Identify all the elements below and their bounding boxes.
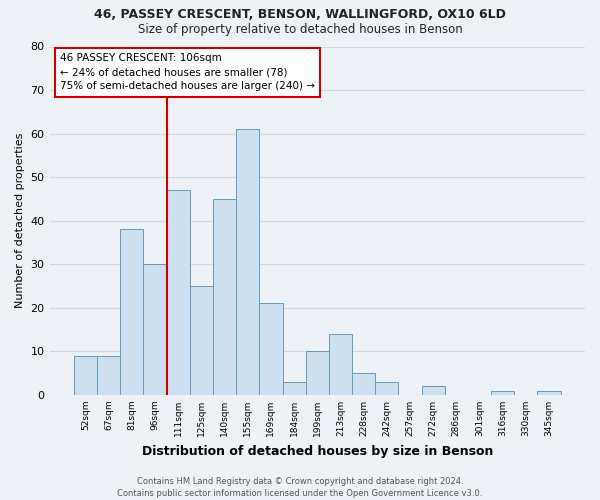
Bar (305, 352, 329, 395)
Bar (329, 334, 352, 395)
Bar (143, 264, 167, 395)
Bar (352, 373, 375, 395)
X-axis label: Distribution of detached houses by size in Benson: Distribution of detached houses by size … (142, 444, 493, 458)
Bar (167, 190, 190, 395)
Bar (422, 386, 445, 395)
Y-axis label: Number of detached properties: Number of detached properties (15, 133, 25, 308)
Bar (74, 356, 97, 395)
Bar (213, 199, 236, 395)
Bar (491, 390, 514, 395)
Bar (190, 286, 213, 395)
Bar (236, 130, 259, 395)
Bar (283, 382, 305, 395)
Text: 46, PASSEY CRESCENT, BENSON, WALLINGFORD, OX10 6LD: 46, PASSEY CRESCENT, BENSON, WALLINGFORD… (94, 8, 506, 20)
Bar (259, 304, 283, 395)
Bar (120, 230, 143, 395)
Bar (97, 356, 120, 395)
Text: Size of property relative to detached houses in Benson: Size of property relative to detached ho… (137, 22, 463, 36)
Bar (375, 382, 398, 395)
Text: Contains HM Land Registry data © Crown copyright and database right 2024.
Contai: Contains HM Land Registry data © Crown c… (118, 476, 482, 498)
Text: 46 PASSEY CRESCENT: 106sqm
← 24% of detached houses are smaller (78)
75% of semi: 46 PASSEY CRESCENT: 106sqm ← 24% of deta… (60, 54, 315, 92)
Bar (538, 390, 560, 395)
